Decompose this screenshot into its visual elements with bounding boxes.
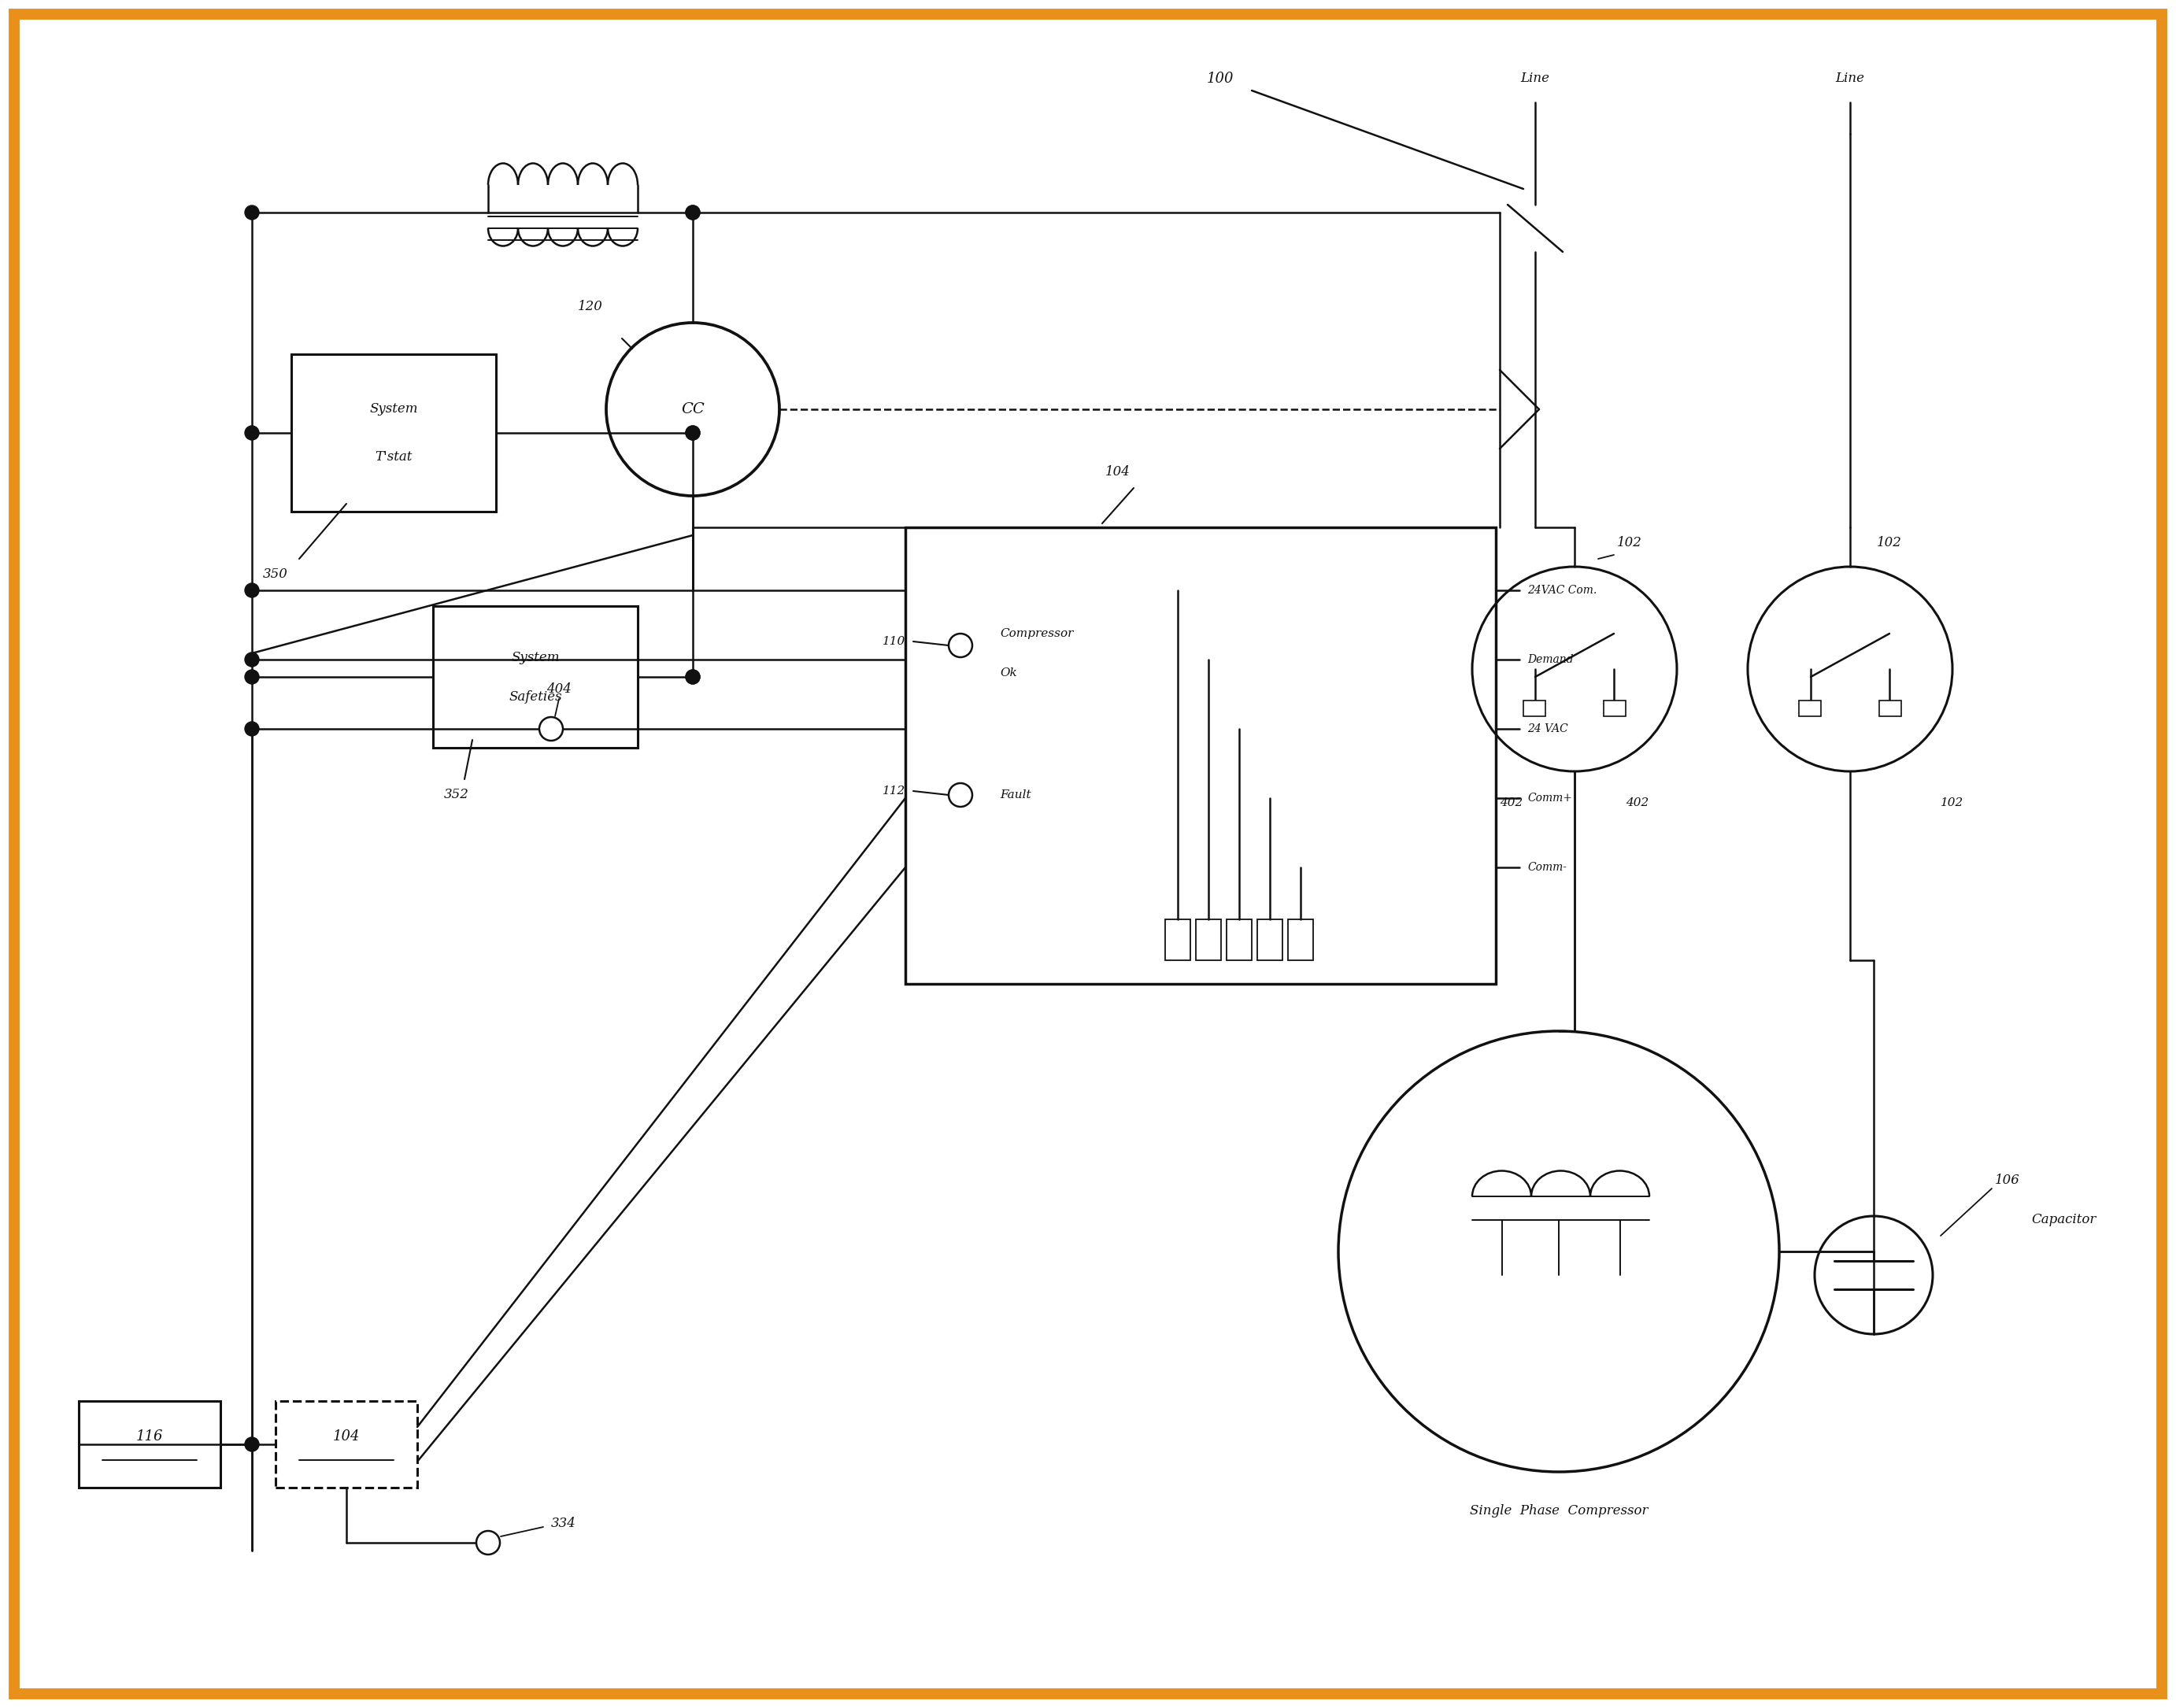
Bar	[1880, 700, 1902, 716]
Circle shape	[246, 425, 259, 441]
Text: Ok: Ok	[999, 668, 1016, 678]
Circle shape	[1747, 567, 1952, 772]
Circle shape	[1338, 1032, 1780, 1472]
Text: 106: 106	[1995, 1173, 2019, 1187]
Text: System: System	[370, 403, 418, 417]
Text: Fault: Fault	[999, 789, 1031, 801]
Text: System: System	[511, 651, 559, 664]
Circle shape	[949, 784, 973, 806]
Circle shape	[685, 670, 701, 683]
Circle shape	[685, 425, 701, 441]
Text: 116: 116	[135, 1430, 163, 1443]
Text: 404: 404	[546, 683, 572, 697]
Bar	[1288, 919, 1312, 960]
Circle shape	[685, 205, 701, 220]
Circle shape	[949, 634, 973, 658]
Circle shape	[1473, 567, 1678, 772]
Bar	[905, 528, 1495, 984]
Text: 402: 402	[1499, 798, 1523, 808]
Circle shape	[607, 323, 779, 495]
Bar	[1604, 700, 1625, 716]
Text: 104: 104	[1105, 466, 1132, 478]
Text: 102: 102	[1617, 536, 1643, 550]
Circle shape	[246, 652, 259, 666]
Text: Comm-: Comm-	[1528, 863, 1567, 873]
Circle shape	[540, 717, 564, 741]
Text: Comm+: Comm+	[1528, 793, 1571, 804]
Text: T'stat: T'stat	[374, 449, 411, 463]
Circle shape	[246, 205, 259, 220]
Text: 402: 402	[1625, 798, 1649, 808]
Text: Line: Line	[1521, 72, 1549, 85]
Circle shape	[246, 722, 259, 736]
Bar	[1164, 919, 1190, 960]
Text: Compressor: Compressor	[999, 629, 1073, 639]
Text: Capacitor: Capacitor	[2030, 1213, 2095, 1226]
Bar	[1227, 919, 1251, 960]
Bar	[78, 1401, 220, 1488]
Circle shape	[685, 670, 701, 683]
Text: 120: 120	[579, 301, 603, 314]
Text: 102: 102	[1941, 798, 1965, 808]
Text: CC: CC	[681, 401, 705, 417]
Text: Line: Line	[1837, 72, 1865, 85]
Circle shape	[685, 205, 701, 220]
Text: 334: 334	[551, 1517, 577, 1530]
Circle shape	[246, 582, 259, 598]
Bar	[292, 354, 496, 512]
Bar	[1197, 919, 1221, 960]
Bar	[1800, 700, 1821, 716]
Bar	[276, 1401, 418, 1488]
Text: Safeties: Safeties	[509, 690, 561, 704]
Circle shape	[477, 1530, 500, 1554]
Text: 24VAC Com.: 24VAC Com.	[1528, 584, 1597, 596]
Text: Single  Phase  Compressor: Single Phase Compressor	[1469, 1505, 1647, 1518]
Text: 102: 102	[1878, 536, 1902, 550]
Bar	[1523, 700, 1545, 716]
Text: 350: 350	[263, 567, 287, 581]
Text: 100: 100	[1208, 72, 1234, 85]
Text: 112: 112	[881, 786, 905, 796]
Text: 352: 352	[444, 789, 470, 801]
Circle shape	[246, 670, 259, 683]
Text: 104: 104	[333, 1430, 359, 1443]
Circle shape	[685, 425, 701, 441]
Bar	[1258, 919, 1282, 960]
Text: 110: 110	[881, 635, 905, 647]
Text: 24 VAC: 24 VAC	[1528, 724, 1569, 734]
Circle shape	[246, 1436, 259, 1452]
Bar	[433, 606, 638, 748]
Circle shape	[1815, 1216, 1932, 1334]
Text: Demand: Demand	[1528, 654, 1573, 664]
